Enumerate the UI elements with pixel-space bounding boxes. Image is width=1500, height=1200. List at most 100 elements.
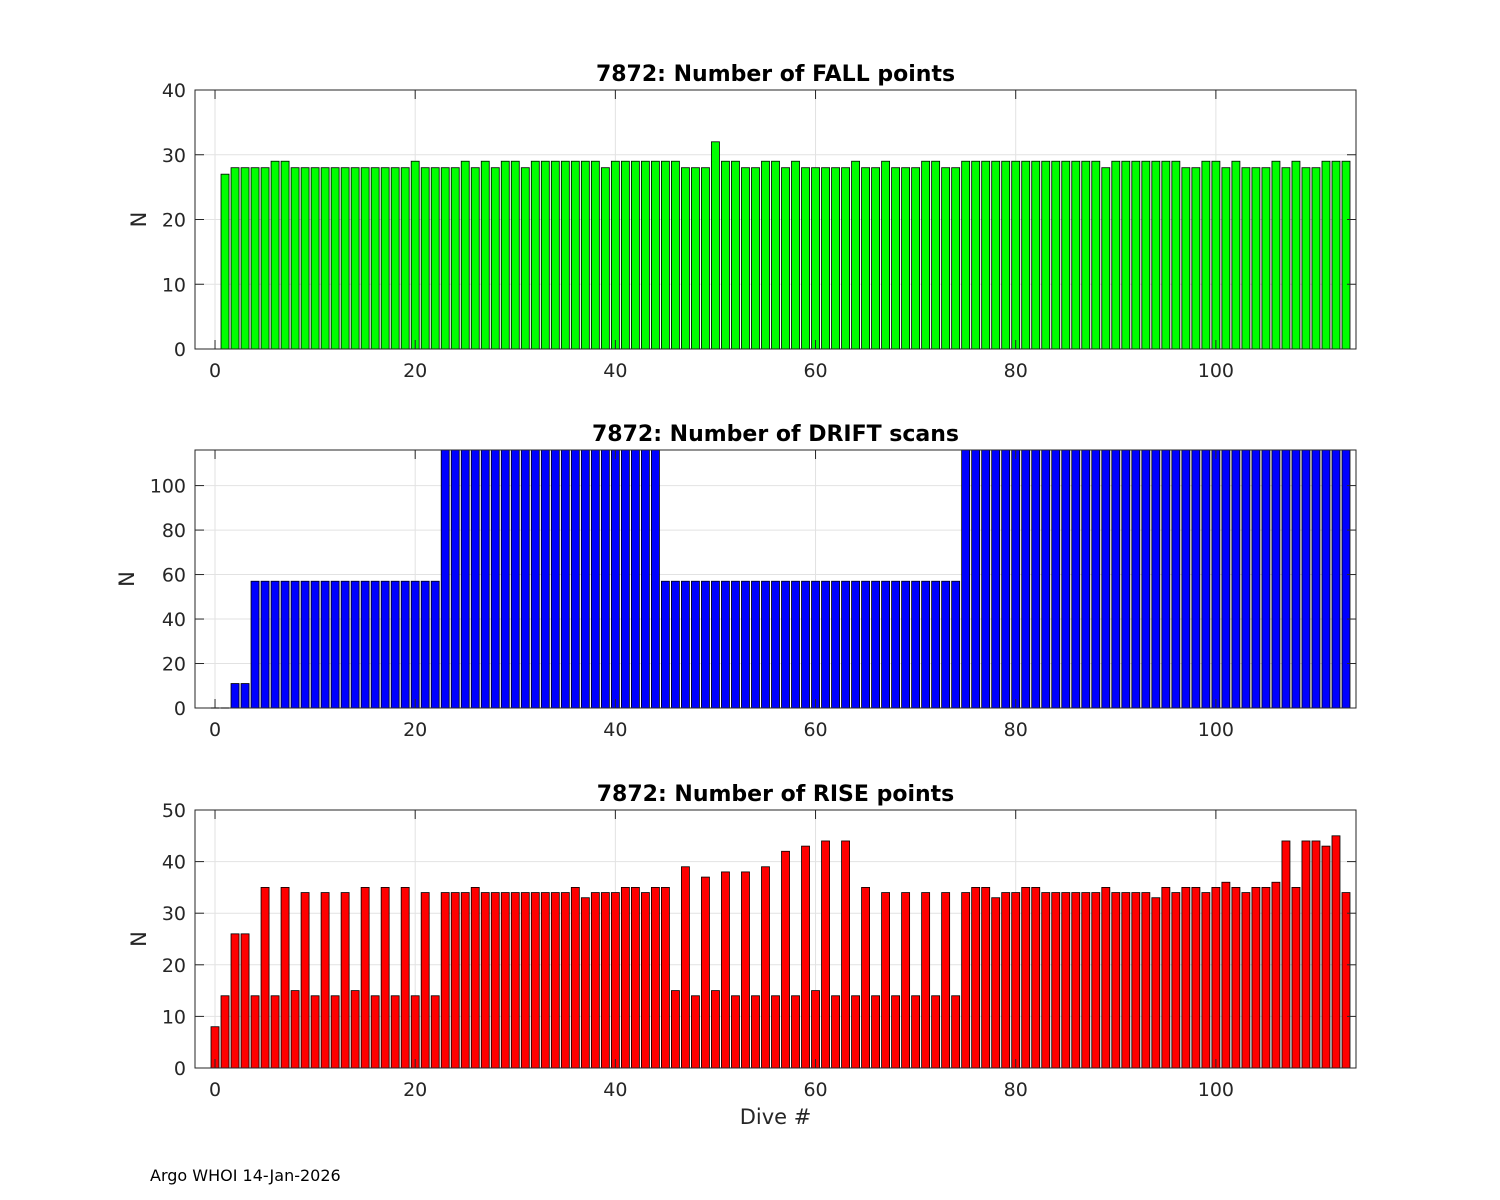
x-tick-label: 60 (803, 719, 827, 741)
bar (1331, 160, 1341, 350)
bar (530, 160, 540, 350)
bar (390, 167, 400, 350)
bar (1241, 167, 1251, 350)
bar (380, 167, 390, 350)
bar (340, 892, 350, 1069)
bar (1081, 449, 1091, 709)
bar (891, 167, 901, 350)
bar (1121, 160, 1131, 350)
bar (250, 995, 260, 1069)
y-axis-label: N (127, 212, 151, 228)
bar (1271, 881, 1281, 1069)
x-tick-label: 40 (603, 1079, 627, 1101)
bar (671, 160, 680, 350)
bar (620, 887, 630, 1069)
bar (600, 167, 610, 350)
bar (1281, 449, 1291, 709)
bar (1001, 449, 1011, 709)
bar (1231, 449, 1241, 709)
bar (781, 167, 790, 350)
bar (1291, 160, 1301, 350)
bar (891, 995, 901, 1069)
bar (681, 167, 690, 350)
bar (1251, 167, 1261, 350)
bar (1161, 449, 1171, 709)
bar (1331, 449, 1341, 709)
bar (300, 580, 310, 709)
bar (360, 167, 370, 350)
bar (440, 449, 450, 709)
bar (320, 580, 330, 709)
chart-panel-fall: 0 20 40 60 80 100 0 10 20 30 40 7872: Number of FAL… (127, 62, 1357, 382)
bar (1151, 897, 1161, 1069)
bar (1121, 892, 1131, 1069)
x-axis-label: Dive # (740, 1105, 812, 1129)
bar (1171, 160, 1181, 350)
chart-panel-drift: 0 20 40 60 80 100 0 20 40 60 80 100 7872: Number of … (115, 422, 1357, 741)
bar (600, 892, 610, 1069)
x-tick-label: 100 (1198, 719, 1234, 741)
bar (701, 167, 710, 350)
bar (600, 449, 610, 709)
bar (650, 449, 660, 709)
bar (741, 580, 750, 709)
bar (701, 876, 710, 1069)
bar (721, 160, 730, 350)
bar (761, 580, 770, 709)
bar (1201, 892, 1211, 1069)
bar (290, 580, 300, 709)
bar (560, 160, 570, 350)
bar (871, 995, 880, 1069)
bar (1001, 892, 1011, 1069)
bar (1131, 449, 1141, 709)
bar (1101, 167, 1111, 350)
bar (1211, 887, 1221, 1069)
bar (881, 892, 891, 1069)
y-tick-label: 10 (162, 1006, 186, 1028)
bar (741, 871, 750, 1069)
bar (570, 449, 580, 709)
bar (1211, 160, 1221, 350)
bar (1261, 167, 1271, 350)
bar (871, 580, 880, 709)
bar (1191, 167, 1201, 350)
bar (1071, 449, 1081, 709)
bar (1341, 160, 1351, 350)
bar (1201, 160, 1211, 350)
y-tick-label: 20 (162, 654, 186, 676)
y-tick-label: 30 (162, 903, 186, 925)
bar (300, 167, 310, 350)
bar (1021, 160, 1031, 350)
bar (661, 887, 670, 1069)
bar (580, 160, 590, 350)
chart-title: 7872: Number of RISE points (597, 782, 955, 807)
bar (640, 160, 650, 350)
bar (1111, 892, 1121, 1069)
bar (1171, 892, 1181, 1069)
bar (671, 580, 680, 709)
x-tick-label: 20 (403, 1079, 427, 1101)
bar (490, 167, 500, 350)
bar (1041, 449, 1051, 709)
bar (570, 160, 580, 350)
bar (961, 892, 971, 1069)
bar (1131, 160, 1141, 350)
bar (230, 167, 240, 350)
bar (1221, 449, 1231, 709)
bar (350, 580, 360, 709)
bar (901, 892, 911, 1069)
bar (681, 866, 690, 1069)
bar (801, 845, 810, 1069)
bar (1151, 449, 1161, 709)
x-tick-label: 0 (209, 719, 221, 741)
bar (791, 580, 800, 709)
bar (1261, 887, 1271, 1069)
y-tick-label: 60 (162, 565, 186, 587)
x-tick-label: 100 (1198, 1079, 1234, 1101)
bar (921, 892, 931, 1069)
y-axis-label: N (115, 571, 139, 587)
y-tick-label: 0 (174, 1058, 186, 1080)
y-axis-label: N (127, 931, 151, 947)
bar (661, 160, 670, 350)
bar (620, 160, 630, 350)
